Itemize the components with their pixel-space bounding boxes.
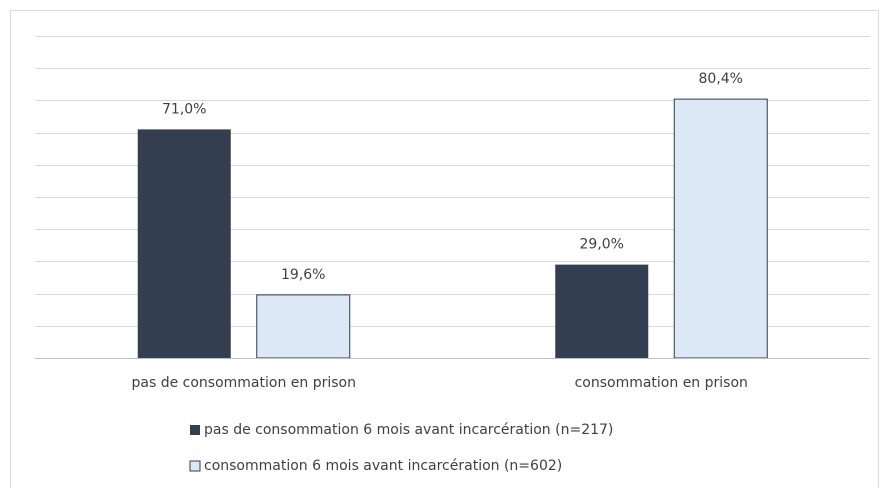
data-label: 19,6% (281, 267, 325, 283)
legend-label: pas de consommation 6 mois avant incarcé… (204, 422, 613, 438)
x-tick-label: pas de consommation en prison (132, 375, 356, 391)
data-label: 71,0% (162, 101, 206, 117)
bar (555, 264, 649, 358)
data-label: 29,0% (580, 237, 624, 253)
legend-swatch (189, 460, 201, 472)
bar (137, 129, 231, 358)
legend-label: consommation 6 mois avant incarcération … (204, 458, 562, 474)
legend-swatch (190, 425, 200, 435)
bar (673, 98, 768, 359)
x-tick-label: consommation en prison (575, 375, 748, 391)
bar (256, 294, 351, 359)
data-label: 80,4% (699, 71, 743, 87)
